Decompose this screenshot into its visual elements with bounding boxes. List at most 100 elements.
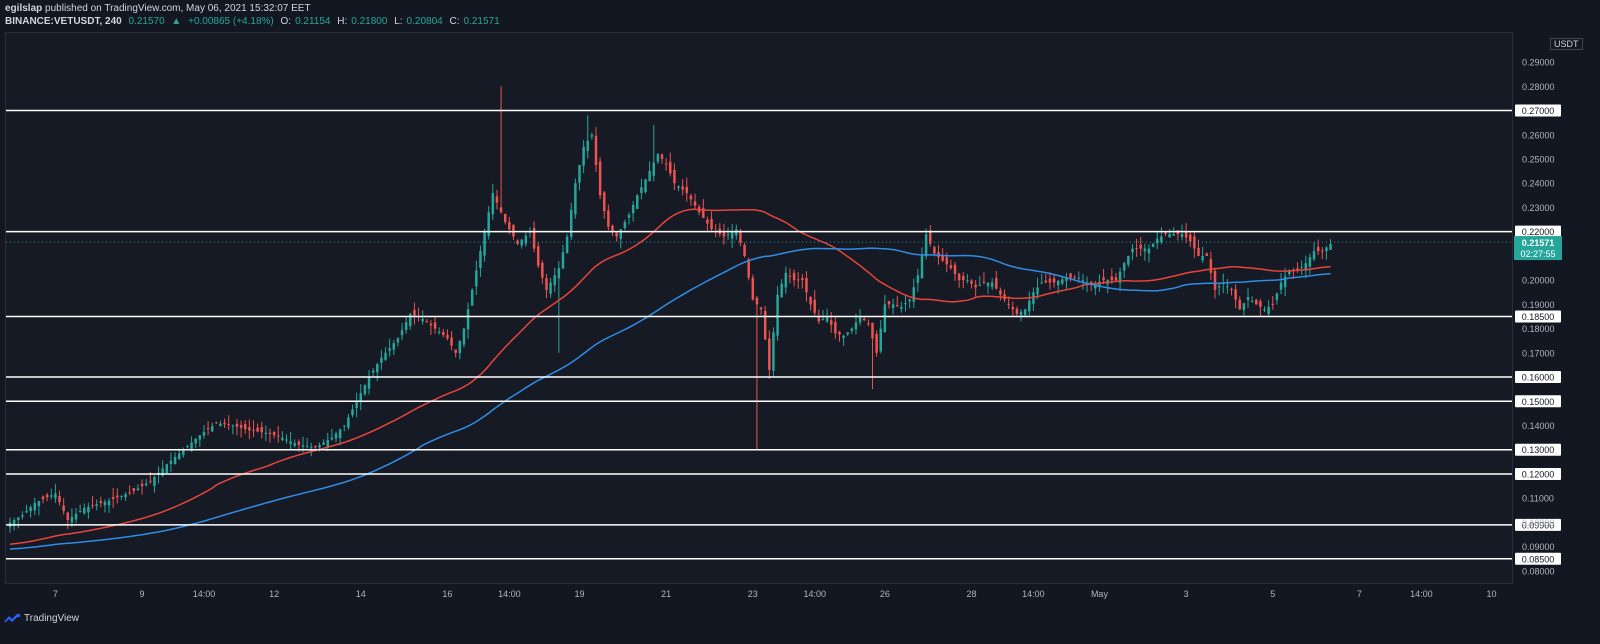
candle-body [631,205,635,214]
candle-body [400,330,404,336]
candle-body [1127,255,1130,265]
candle-body [231,425,235,427]
candle-body [264,432,268,434]
candle-body [120,495,123,497]
plot-area[interactable] [5,32,1513,584]
publish-line: egilslap published on TradingView.com, M… [5,3,311,14]
candle-body [710,218,713,230]
y-tick-label: 0.29000 [1522,58,1555,68]
candle-body [834,322,837,334]
candle-body [623,221,627,229]
level-price-label: 0.15000 [1522,397,1555,407]
candle-body [499,207,503,213]
candle-body [912,287,915,302]
candle-body [627,214,631,218]
candle-body [470,289,474,306]
x-tick-label: 19 [574,589,584,599]
candle-body [359,393,363,403]
candle-body [1023,309,1027,316]
candle-body [367,377,371,389]
y-tick-label: 0.11000 [1522,494,1554,504]
symbol-label[interactable]: BINANCE:VETUSDT, 240 [5,16,122,27]
candle-body [12,520,16,527]
candle-body [854,322,858,330]
candle-body [970,280,973,284]
candle-body [425,321,429,323]
candle-body [681,186,684,190]
candle-body [673,169,676,184]
candle-body [334,433,338,439]
candle-body [149,480,152,482]
candle-body [776,294,779,336]
candle-body [190,442,193,451]
currency-badge[interactable]: USDT [1550,38,1583,50]
candle-body [107,500,111,506]
candle-body [784,272,788,288]
candle-body [1143,248,1147,252]
candle-body [466,309,470,330]
candle-body [508,222,511,230]
y-tick-label: 0.18000 [1522,324,1555,334]
candle-body [153,476,156,486]
candle-body [722,231,726,237]
level-price-tag [1515,552,1561,565]
candle-body [536,246,540,266]
candle-body [194,438,197,444]
candle-body [41,496,45,500]
candle-body [1019,311,1023,316]
candle-body [1205,253,1208,256]
candle-body [660,154,664,159]
candle-body [706,219,709,224]
price-change: +0.00865 (+4.18%) [188,16,274,27]
candle-body [862,318,866,321]
candle-body [227,423,230,425]
candle-body [1147,248,1151,254]
candle-body [825,316,829,322]
candle-body [1069,273,1072,278]
candle-body [384,352,387,360]
candle-body [169,460,173,464]
brand[interactable]: TradingView [4,613,79,624]
candle-body [516,240,519,244]
candle-body [50,495,53,497]
candle-body [1283,276,1287,288]
candle-body [450,337,453,346]
candle-body [941,254,944,261]
candle-body [904,303,907,305]
x-tick-label: 14:00 [1410,589,1433,599]
y-tick-label: 0.24000 [1522,179,1555,189]
candle-body [338,429,342,439]
current-price-label: 0.21571 [1522,238,1555,248]
candle-body [669,161,672,174]
candle-body [887,301,891,305]
candle-body [1279,282,1283,290]
candle-body [1321,250,1324,252]
candle-body [74,513,78,520]
candle-body [1312,251,1316,260]
candle-body [1114,277,1118,281]
candle-body [437,331,441,333]
candle-body [792,272,796,281]
candle-body [1288,270,1291,275]
candle-body [248,427,251,431]
candle-body [268,432,272,434]
candle-body [1197,247,1200,256]
candle-body [281,437,284,440]
candle-body [355,401,358,409]
candle-body [990,282,994,288]
y-tick-label: 0.28000 [1522,82,1555,92]
candle-body [850,328,854,332]
candle-body [702,208,705,218]
candle-body [206,428,210,430]
candle-body [1065,277,1068,281]
candle-body [503,213,507,222]
candle-body [297,441,301,445]
candle-body [70,516,74,523]
candle-body [83,507,86,514]
candle-body [37,501,41,507]
low-label: L: [394,16,403,27]
author-name[interactable]: egilslap [5,3,43,14]
candle-body [648,171,651,182]
candle-body [210,426,214,432]
